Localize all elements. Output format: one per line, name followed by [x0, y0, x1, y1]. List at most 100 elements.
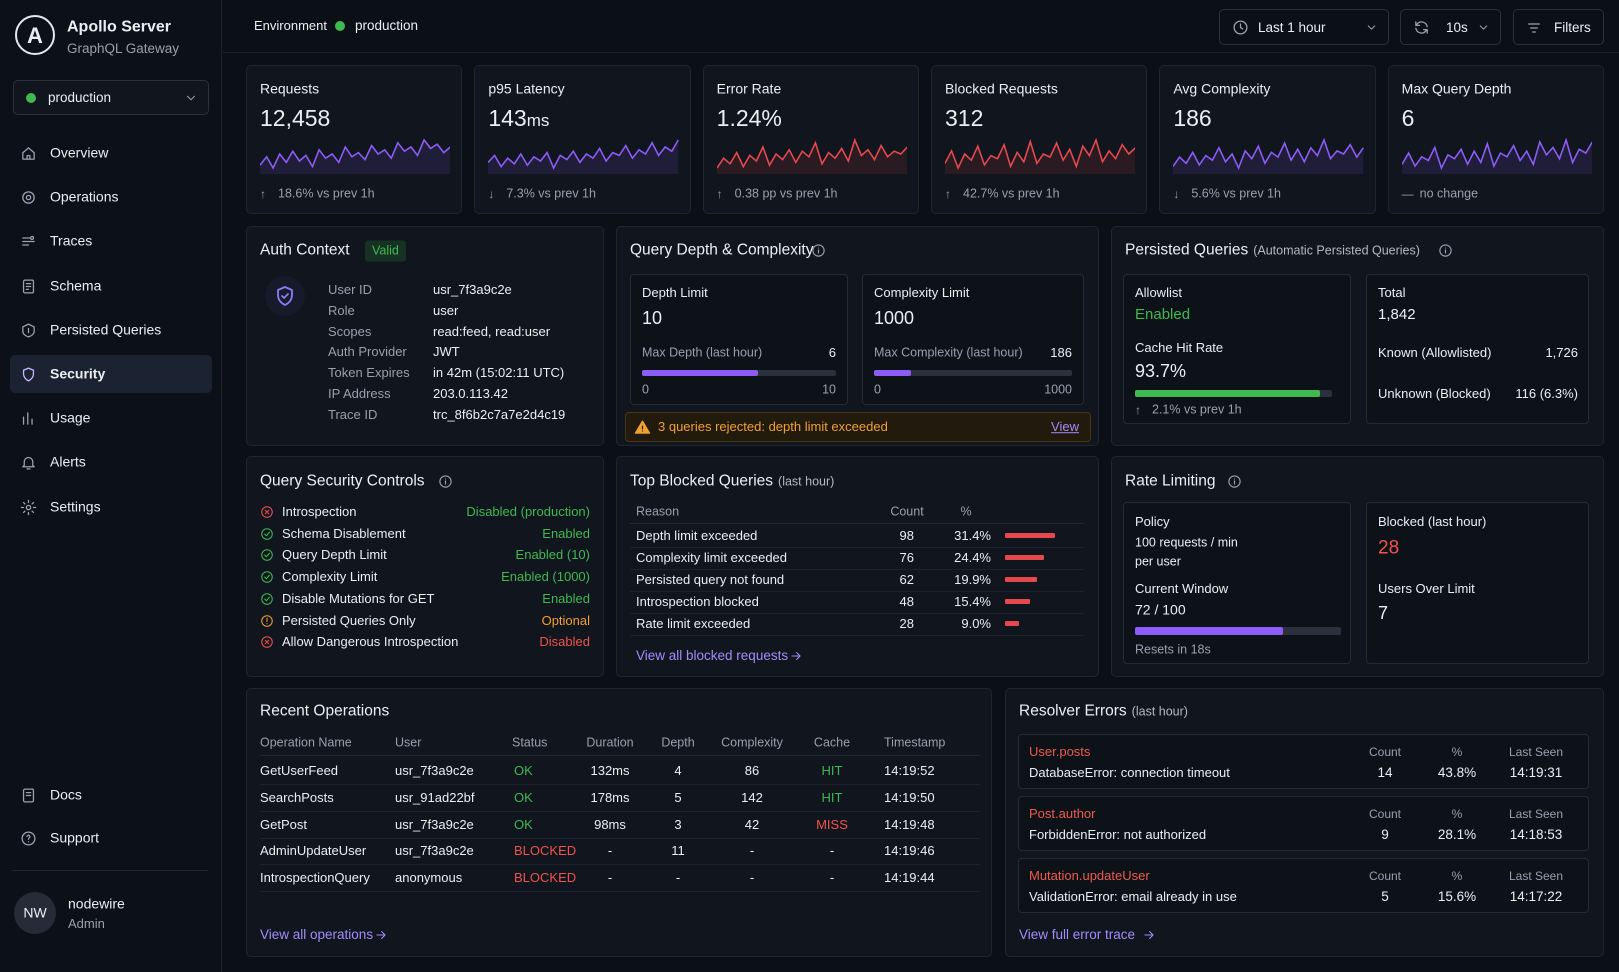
nav-item[interactable]: Settings — [10, 488, 212, 526]
table-cell: IntrospectionQuery — [260, 870, 370, 886]
error-last-seen: 14:19:31 — [1509, 764, 1563, 780]
error-count: 5 — [1381, 888, 1389, 904]
column-header: Operation Name — [260, 735, 352, 750]
card-title: Query Security Controls — [260, 472, 425, 490]
nav-item[interactable]: Security — [10, 355, 212, 393]
trend-icon: ↑ — [260, 186, 266, 201]
sparkline-line — [716, 138, 907, 169]
breakdown-label: Known (Allowlisted) — [1378, 345, 1492, 361]
shield-icon — [277, 286, 293, 306]
view-all-link[interactable]: View all blocked requests — [636, 647, 789, 663]
nav-label: Security — [50, 365, 106, 382]
reason: Introspection blocked — [636, 594, 759, 610]
error-last-seen: 14:18:53 — [1509, 826, 1563, 842]
table-cell: MISS — [816, 816, 848, 832]
icon-part — [439, 475, 452, 488]
limit-bar — [642, 370, 759, 376]
nav-icon — [22, 367, 35, 382]
policy-label: Policy — [1135, 514, 1170, 530]
kpi-card: Max Query Depth 6 — no change — [1387, 65, 1604, 214]
view-all-link[interactable]: View all operations — [260, 926, 374, 942]
nav-item[interactable]: Operations — [10, 178, 212, 216]
blocked-value: 28 — [1378, 537, 1400, 559]
kpi-label: Blocked Requests — [945, 80, 1058, 97]
icon-part — [264, 509, 270, 515]
table-cell: - — [749, 870, 755, 886]
nav-item[interactable]: Support — [10, 819, 212, 857]
column-header: % — [1451, 868, 1463, 883]
nav-item[interactable]: Overview — [10, 134, 212, 172]
table-cell: 5 — [674, 790, 682, 805]
control-icon — [261, 527, 273, 540]
resolver-path: Post.author — [1029, 806, 1096, 822]
limit-box: Depth Limit 10 Max Depth (last hour) 6 0 10 — [630, 274, 848, 405]
column-header: Last Seen — [1508, 868, 1564, 883]
environment-select[interactable]: production — [13, 80, 209, 115]
icon-part — [25, 504, 32, 510]
sidebar: A Apollo Server GraphQL Gateway production O… — [0, 0, 222, 972]
table-cell: - — [829, 870, 835, 886]
nav-label: Operations — [50, 188, 119, 205]
persisted-queries-card: Persisted Queries (Automatic Persisted Qu… — [1111, 226, 1604, 446]
table-cell: usr_7f3a9c2e — [395, 816, 474, 832]
filter-icon — [1528, 23, 1540, 33]
column-header: Cache — [813, 735, 851, 750]
nav-label: Support — [50, 829, 100, 846]
error-message: DatabaseError: connection timeout — [1029, 765, 1230, 781]
icon-part — [26, 834, 31, 843]
trend-text: 5.6% vs prev 1h — [1191, 186, 1281, 201]
trend-text: 2.1% vs prev 1h — [1152, 402, 1242, 417]
query-limits-card: Query Depth & Complexity Depth Limit 10 Max… — [616, 226, 1099, 446]
status-dot — [335, 21, 345, 31]
view-trace-link[interactable]: View full error trace — [1019, 926, 1136, 942]
trend-icon: ↓ — [488, 186, 495, 201]
table-cell: OK — [514, 763, 533, 779]
sparkline-line — [260, 138, 451, 170]
current-value: 6 — [828, 345, 836, 361]
info-icon — [439, 475, 452, 488]
sparkline-line — [1401, 138, 1592, 171]
time-range-select[interactable]: Last 1 hour — [1219, 9, 1389, 45]
trend-icon: ↑ — [1135, 402, 1141, 417]
filters-button[interactable]: Filters — [1513, 9, 1604, 45]
error-item: Mutation.updateUser ValidationError: emai… — [1018, 858, 1589, 913]
icon-part — [1233, 20, 1248, 35]
nav-icon — [22, 457, 35, 470]
nav-item[interactable]: Alerts — [10, 443, 212, 481]
icon-part — [1367, 25, 1376, 30]
row-divider — [260, 784, 980, 785]
refresh-select[interactable]: 10s — [1400, 9, 1501, 45]
row-divider — [630, 591, 1084, 592]
table-cell: BLOCKED — [514, 870, 577, 886]
table-cell: 86 — [744, 763, 760, 779]
kpi-value: 143ms — [488, 105, 550, 132]
avatar-initials: NW — [23, 904, 47, 921]
blocked-queries-card: Top Blocked Queries (last hour) Reason Coun… — [616, 456, 1099, 677]
nav-item[interactable]: Usage — [10, 399, 212, 437]
alert-link[interactable]: View — [1051, 419, 1079, 435]
reason: Depth limit exceeded — [636, 528, 758, 544]
sparkline — [1173, 138, 1364, 174]
card-subtitle: (last hour) — [778, 474, 835, 489]
users-over-value: 7 — [1378, 603, 1389, 624]
control-label: Query Depth Limit — [282, 547, 387, 563]
sparkline-line — [945, 138, 1136, 171]
nav-item[interactable]: Docs — [10, 776, 212, 814]
filters-label: Filters — [1554, 19, 1591, 35]
kpi-value: 312 — [945, 105, 984, 132]
icon-part — [21, 831, 36, 846]
info-icon — [1439, 244, 1452, 257]
icon-part — [22, 788, 35, 803]
resolver-errors-card: Resolver Errors (last hour) User.posts Data… — [1005, 688, 1604, 957]
sparkline-area — [945, 140, 1136, 174]
nav-item[interactable]: Schema — [10, 267, 212, 305]
column-header: Depth — [661, 735, 695, 750]
column-header: % — [960, 504, 972, 519]
nav-item[interactable]: Traces — [10, 222, 212, 260]
table-cell: - — [607, 870, 613, 886]
count: 98 — [899, 528, 914, 544]
nav-icon — [22, 236, 35, 247]
card-title: Auth Context — [260, 241, 350, 259]
arrow-icon — [791, 651, 801, 661]
nav-item[interactable]: Persisted Queries — [10, 311, 212, 349]
